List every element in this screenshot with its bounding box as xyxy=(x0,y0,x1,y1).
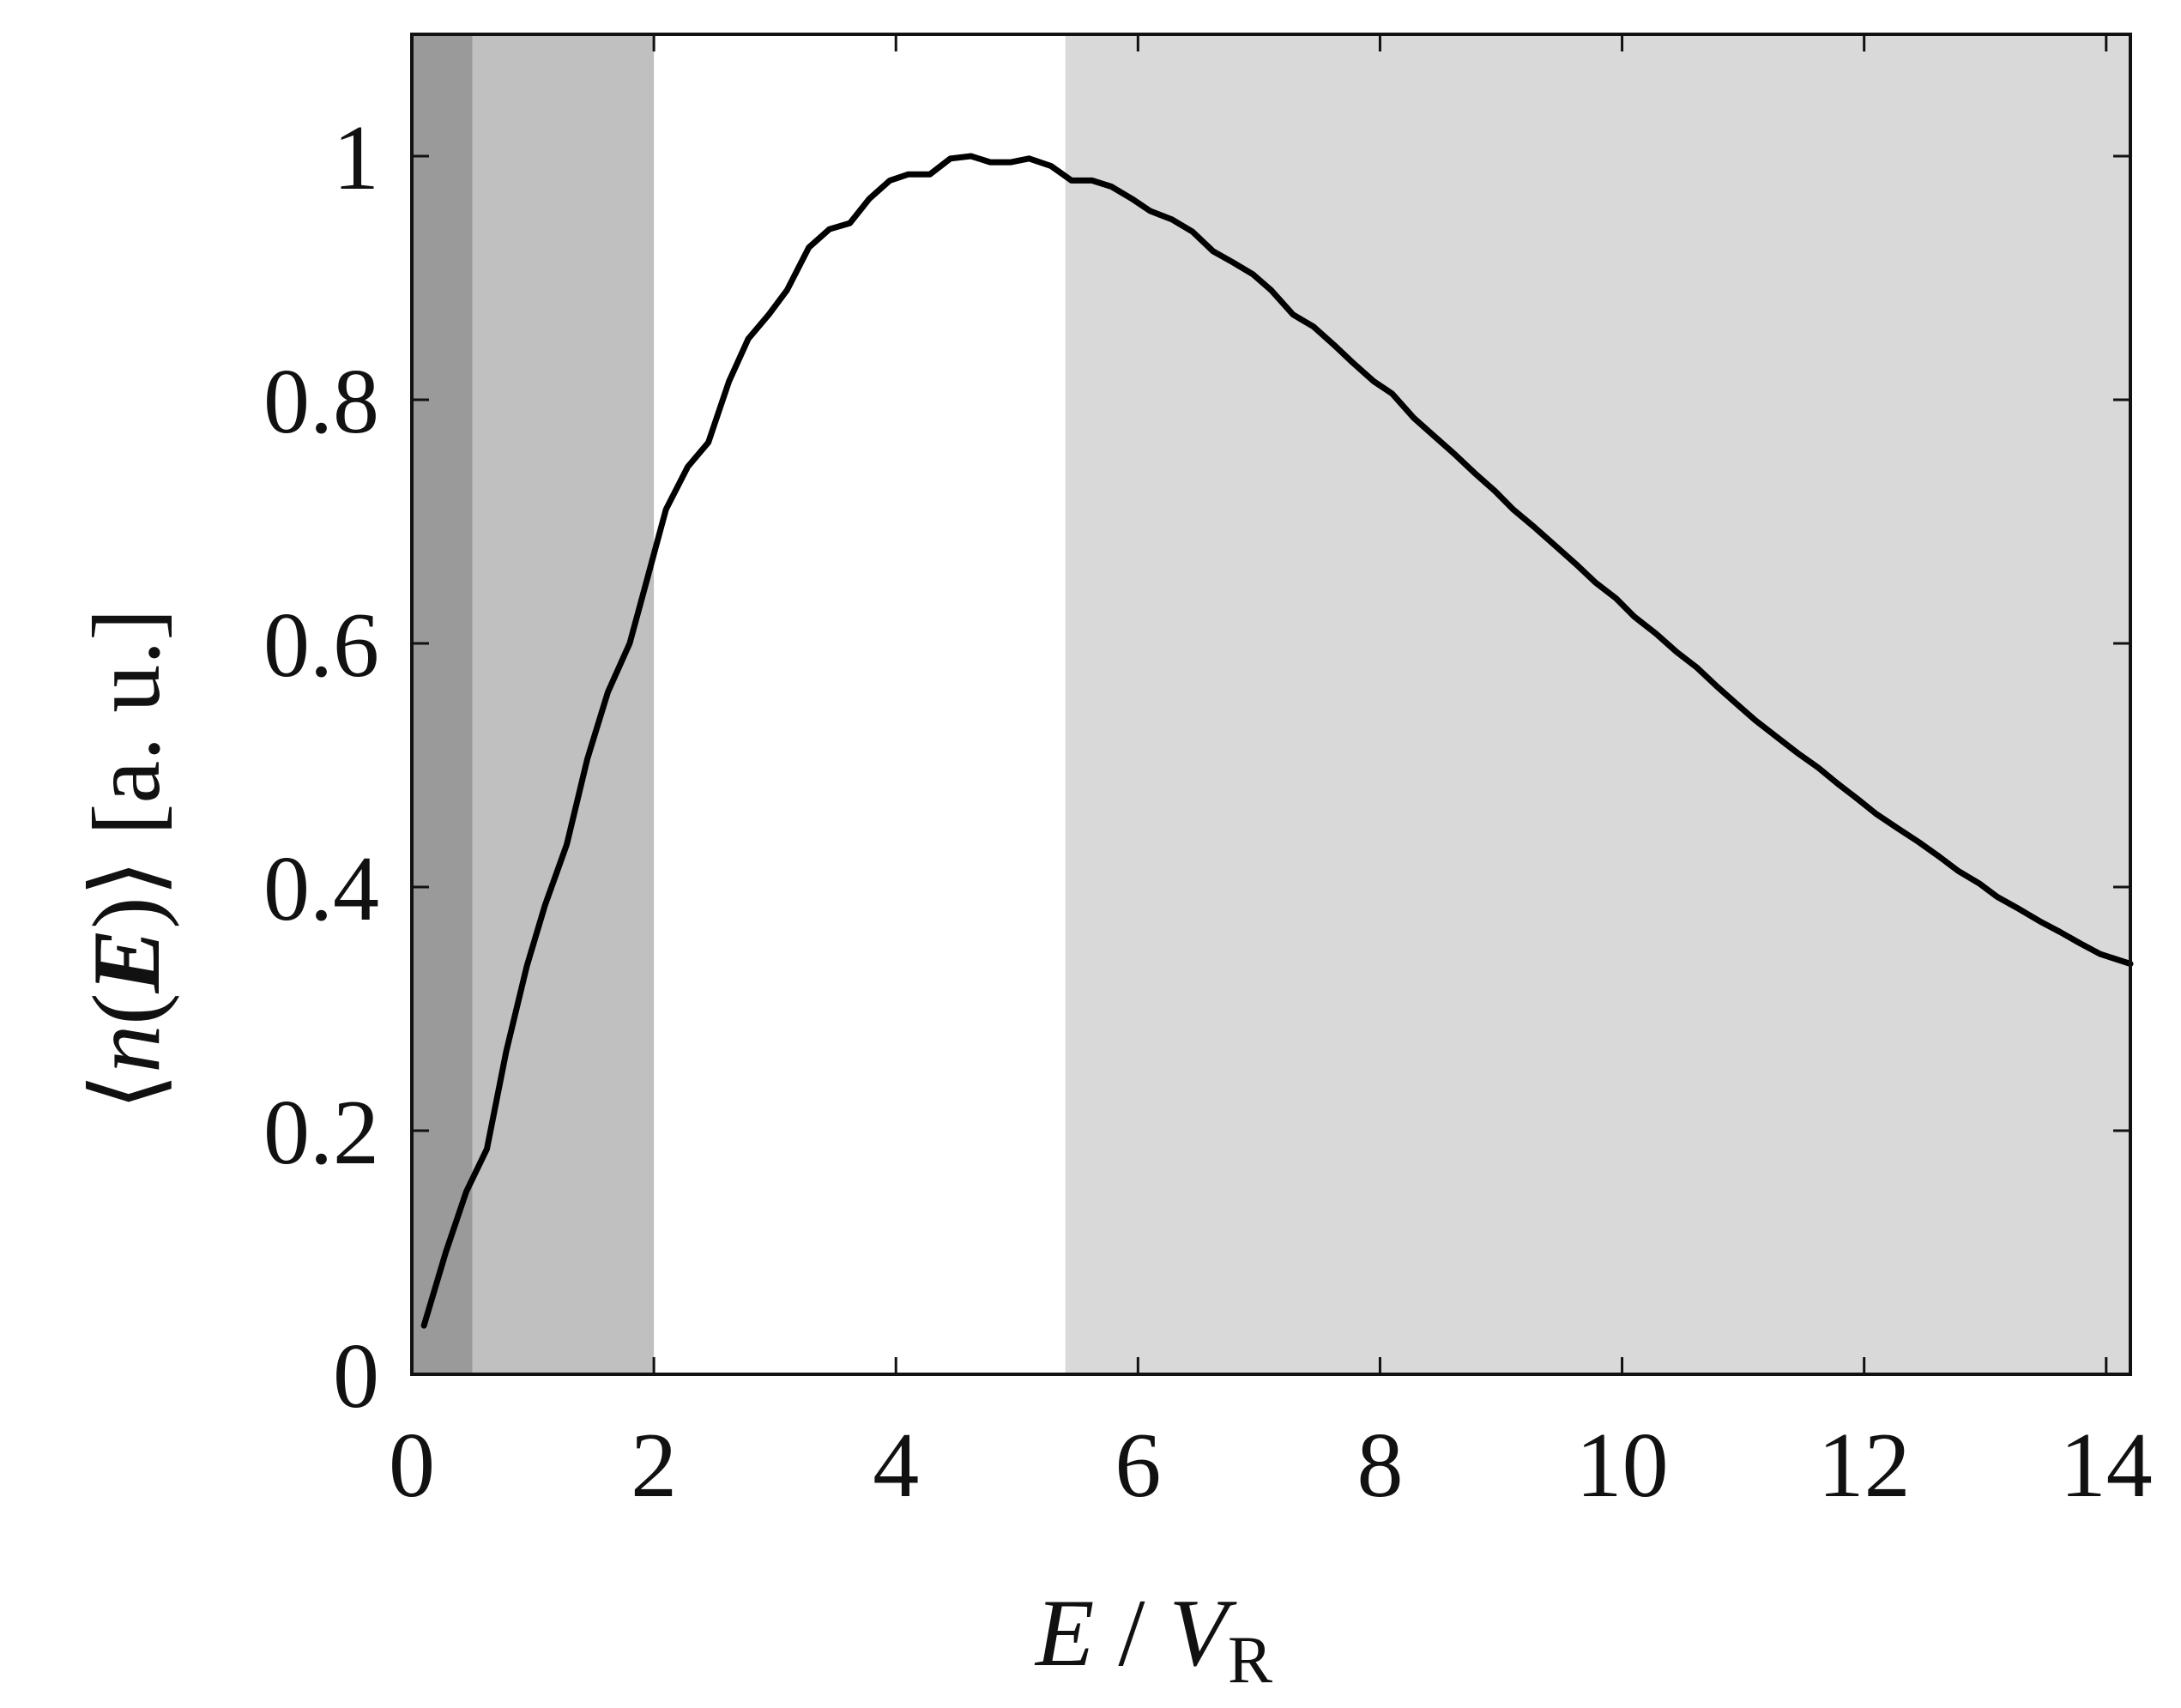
series-line-1 xyxy=(420,153,2134,1329)
shaded-regions xyxy=(412,34,2130,1374)
y-axis-title-rparen: ) xyxy=(74,897,180,929)
shaded-region-1 xyxy=(412,34,473,1374)
x-axis-title-sep: / xyxy=(1094,1580,1169,1687)
y-axis-title-lparen: ( xyxy=(74,993,180,1025)
x-tick-label: 10 xyxy=(1576,1415,1669,1517)
y-axis-title-unit: [a. u.] xyxy=(74,608,180,859)
series-layer xyxy=(420,153,2134,1329)
y-tick-label: 0.8 xyxy=(263,351,379,453)
x-tick-label: 0 xyxy=(389,1415,435,1517)
y-axis-title-close: ⟩ xyxy=(74,860,180,897)
x-tick-label: 12 xyxy=(1818,1415,1911,1517)
y-tick-label: 0 xyxy=(333,1325,379,1427)
shaded-region-2 xyxy=(472,34,655,1374)
tick-labels: 0 2 4 6 8 10 12 14 0 0.2 0.4 0.6 0.8 1 xyxy=(263,107,2153,1517)
x-axis-title-var: V xyxy=(1169,1580,1238,1687)
x-tick-label: 8 xyxy=(1356,1415,1403,1517)
x-tick-label: 14 xyxy=(2060,1415,2153,1517)
y-tick-label: 1 xyxy=(333,107,379,209)
y-axis-title-open: ⟨ xyxy=(74,1073,180,1111)
x-tick-label: 2 xyxy=(631,1415,677,1517)
x-axis-title-sub: R xyxy=(1228,1622,1272,1697)
y-axis-title-bold: E xyxy=(74,929,180,994)
x-tick-label: 6 xyxy=(1115,1415,1161,1517)
plot-frame xyxy=(410,33,2132,1376)
y-tick-label: 0.4 xyxy=(263,838,379,940)
y-axis-title: ⟨n(E)⟩ [a. u.] xyxy=(74,608,180,1110)
shaded-region-3 xyxy=(1065,34,2130,1374)
y-axis-title-var: n xyxy=(74,1025,180,1073)
x-axis-title: E / VR xyxy=(1034,1580,1272,1697)
y-tick-label: 0.2 xyxy=(263,1082,379,1184)
x-axis-title-main: E xyxy=(1034,1580,1094,1687)
x-tick-label: 4 xyxy=(873,1415,919,1517)
y-tick-label: 0.6 xyxy=(263,594,379,697)
